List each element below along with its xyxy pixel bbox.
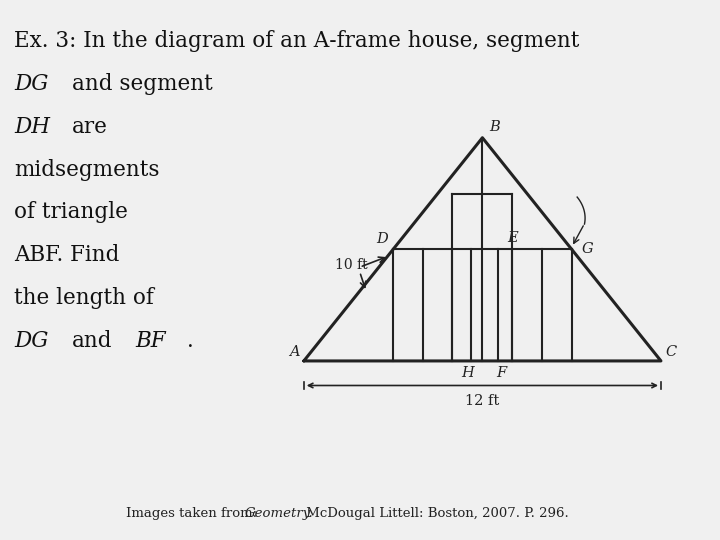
Text: D: D [376, 232, 388, 246]
Text: C: C [665, 345, 677, 359]
Text: DG: DG [14, 329, 49, 352]
Text: A: A [289, 345, 300, 359]
Text: DG: DG [14, 73, 49, 95]
Text: F: F [497, 366, 507, 380]
Text: 10 ft: 10 ft [335, 258, 368, 272]
Text: Images taken from:: Images taken from: [126, 507, 261, 519]
Text: ABF. Find: ABF. Find [14, 244, 120, 266]
Text: McDougal Littell: Boston, 2007. P. 296.: McDougal Littell: Boston, 2007. P. 296. [302, 507, 569, 519]
Text: midsegments: midsegments [14, 159, 160, 180]
Text: and segment: and segment [72, 73, 212, 95]
Text: B: B [489, 120, 500, 134]
Text: Ex. 3: In the diagram of an A-frame house, segment: Ex. 3: In the diagram of an A-frame hous… [14, 30, 580, 52]
Text: DH: DH [14, 116, 50, 138]
Text: the length of: the length of [14, 287, 154, 309]
Text: are: are [72, 116, 108, 138]
Text: BF: BF [135, 329, 166, 352]
Text: Geometry.: Geometry. [245, 507, 313, 519]
Text: of triangle: of triangle [14, 201, 128, 224]
Text: G: G [582, 242, 593, 256]
Text: 12 ft: 12 ft [465, 394, 500, 408]
Text: H: H [462, 366, 474, 380]
Text: and: and [72, 329, 112, 352]
Text: .: . [187, 329, 194, 352]
Text: E: E [507, 231, 518, 245]
